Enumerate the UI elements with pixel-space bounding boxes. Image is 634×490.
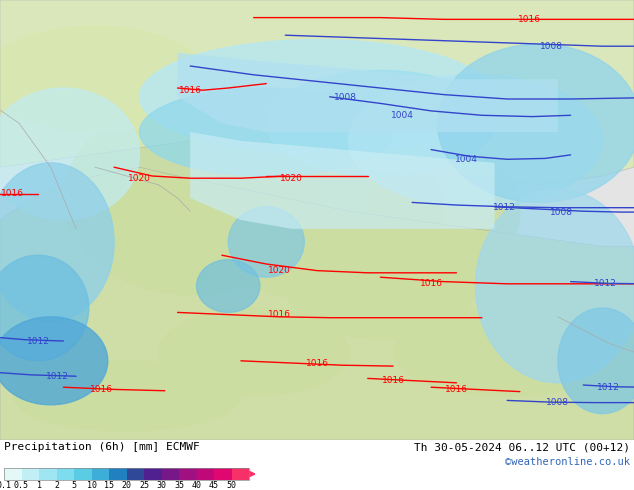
Ellipse shape <box>139 40 495 154</box>
Text: 1008: 1008 <box>547 398 569 407</box>
Text: 1008: 1008 <box>334 93 357 102</box>
Text: 40: 40 <box>191 481 202 490</box>
Bar <box>231 468 249 480</box>
Ellipse shape <box>139 88 393 176</box>
Polygon shape <box>190 132 495 229</box>
Text: 25: 25 <box>139 481 149 490</box>
Ellipse shape <box>13 361 241 431</box>
Bar <box>74 468 91 480</box>
Ellipse shape <box>63 101 317 295</box>
Bar <box>127 468 144 480</box>
Text: 1016: 1016 <box>268 310 290 319</box>
Bar <box>214 468 231 480</box>
Bar <box>144 468 162 480</box>
Ellipse shape <box>393 308 621 396</box>
Ellipse shape <box>0 163 114 321</box>
Bar <box>179 468 197 480</box>
Ellipse shape <box>368 145 520 277</box>
Text: 1008: 1008 <box>540 42 563 50</box>
Ellipse shape <box>197 260 260 313</box>
Polygon shape <box>0 0 634 185</box>
Text: Th 30-05-2024 06..12 UTC (00+12): Th 30-05-2024 06..12 UTC (00+12) <box>414 442 630 452</box>
Ellipse shape <box>0 317 108 405</box>
Ellipse shape <box>266 71 495 176</box>
Text: 1004: 1004 <box>391 111 414 120</box>
Ellipse shape <box>285 233 476 339</box>
Text: 1: 1 <box>37 481 41 490</box>
Text: 1012: 1012 <box>46 372 68 381</box>
Text: ©weatheronline.co.uk: ©weatheronline.co.uk <box>505 457 630 467</box>
Text: 35: 35 <box>174 481 184 490</box>
Text: 2: 2 <box>54 481 59 490</box>
Bar <box>22 468 39 480</box>
Text: 1016: 1016 <box>179 86 202 95</box>
Bar <box>162 468 179 480</box>
Ellipse shape <box>437 44 634 202</box>
Text: 45: 45 <box>209 481 219 490</box>
Bar <box>197 468 214 480</box>
Text: 1012: 1012 <box>493 203 515 212</box>
Text: 20: 20 <box>122 481 131 490</box>
Text: 1016: 1016 <box>306 359 328 368</box>
Text: 1016: 1016 <box>1 189 24 198</box>
Bar <box>4 468 249 480</box>
Text: 10: 10 <box>86 481 96 490</box>
Bar <box>4 468 22 480</box>
Text: 50: 50 <box>226 481 236 490</box>
Bar <box>39 468 56 480</box>
Text: 1016: 1016 <box>445 385 468 394</box>
Ellipse shape <box>558 308 634 414</box>
Polygon shape <box>0 167 634 440</box>
Text: 1020: 1020 <box>268 266 290 275</box>
Text: 1016: 1016 <box>382 376 404 385</box>
Text: 30: 30 <box>157 481 167 490</box>
Bar <box>56 468 74 480</box>
Bar <box>91 468 109 480</box>
Text: 5: 5 <box>72 481 77 490</box>
Ellipse shape <box>228 207 304 277</box>
Ellipse shape <box>0 88 139 220</box>
Polygon shape <box>178 53 558 132</box>
Text: 1020: 1020 <box>128 174 151 183</box>
Text: 1016: 1016 <box>420 279 443 288</box>
Ellipse shape <box>349 75 602 207</box>
Text: 15: 15 <box>104 481 114 490</box>
Text: 0.1: 0.1 <box>0 481 11 490</box>
Text: 1008: 1008 <box>550 208 573 217</box>
Ellipse shape <box>158 308 349 396</box>
Ellipse shape <box>0 26 209 132</box>
Text: Precipitation (6h) [mm] ECMWF: Precipitation (6h) [mm] ECMWF <box>4 442 200 452</box>
Text: 1012: 1012 <box>594 279 617 288</box>
Bar <box>109 468 127 480</box>
Text: 0.5: 0.5 <box>14 481 29 490</box>
Ellipse shape <box>476 189 634 383</box>
Text: 1004: 1004 <box>455 155 477 164</box>
Text: 1020: 1020 <box>280 174 303 183</box>
Text: 1012: 1012 <box>597 383 620 392</box>
Text: 1012: 1012 <box>27 337 49 345</box>
Ellipse shape <box>0 255 89 361</box>
Ellipse shape <box>190 123 444 299</box>
Text: 1016: 1016 <box>90 385 113 394</box>
Text: 1016: 1016 <box>518 15 541 24</box>
